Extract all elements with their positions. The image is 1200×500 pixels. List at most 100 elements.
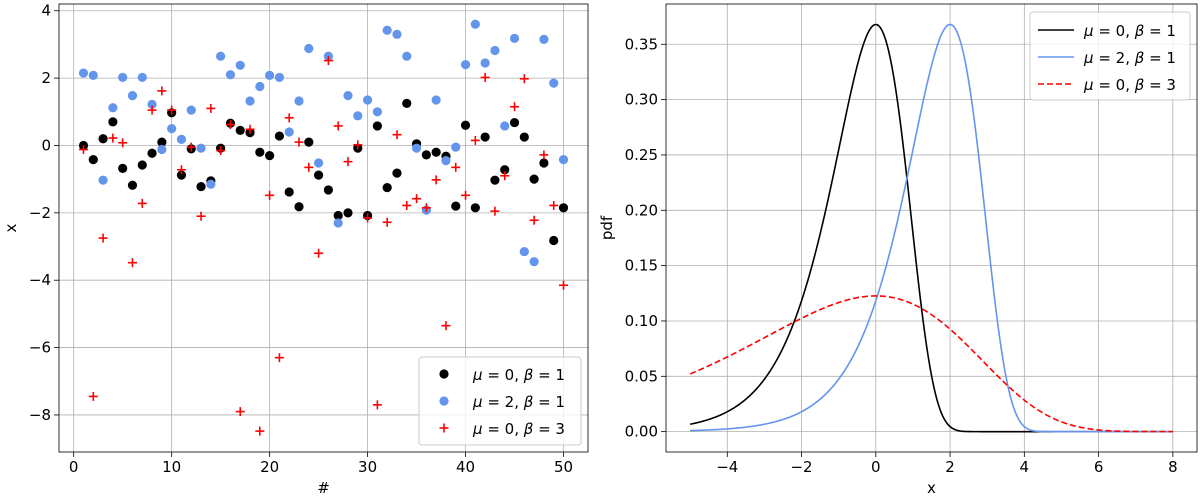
pdf-ytick-label-1: 0.05: [625, 367, 658, 385]
scatter-point-0-41: [480, 132, 490, 142]
scatter-point-2-16: [235, 407, 245, 417]
pdf-ytick-label-6: 0.30: [625, 91, 658, 109]
legend-label-chart_data.0.series.1.name: μ = 2, β = 1: [472, 393, 565, 411]
scatter-point-1-18: [255, 81, 265, 92]
scatter-ytick-label-6: 4: [41, 2, 51, 20]
scatter-point-2-7: [147, 105, 157, 115]
scatter-point-0-20: [274, 131, 285, 141]
scatter-point-1-1: [88, 70, 98, 81]
scatter-point-1-20: [274, 72, 285, 83]
scatter-point-2-12: [196, 211, 206, 221]
scatter-xtick-label-0: 0: [69, 458, 79, 476]
scatter-legend: μ = 0, β = 1 μ = 2, β = 1 μ = 0, β = 3: [418, 356, 582, 446]
scatter-point-2-17: [245, 124, 255, 134]
scatter-point-1-24: [314, 158, 324, 168]
pdf-xlabel: x: [927, 479, 936, 497]
scatter-point-1-3: [108, 103, 118, 113]
scatter-point-0-47: [539, 158, 549, 168]
scatter-point-0-39: [460, 120, 471, 130]
scatter-xtick-label-3: 30: [358, 458, 377, 476]
scatter-point-1-43: [500, 121, 510, 131]
scatter-point-1-42: [490, 45, 500, 56]
pdf-ytick-label-4: 0.20: [625, 201, 658, 219]
scatter-point-1-5: [127, 91, 138, 101]
scatter-point-2-30: [372, 400, 382, 410]
scatter-point-0-31: [382, 182, 392, 193]
scatter-series-2: [78, 56, 569, 436]
scatter-point-1-19: [265, 70, 275, 81]
scatter-point-2-38: [451, 162, 461, 172]
scatter-point-0-1: [88, 155, 98, 165]
scatter-point-2-31: [382, 217, 392, 227]
scatter-point-2-45: [519, 74, 529, 84]
scatter-series-0: [78, 98, 569, 246]
scatter-point-1-32: [392, 29, 402, 39]
scatter-point-0-21: [284, 187, 294, 197]
pdf-xtick-label-1: −2: [790, 458, 812, 476]
scatter-point-0-30: [372, 121, 382, 131]
scatter-point-1-17: [245, 96, 255, 106]
scatter-point-0-4: [118, 163, 128, 173]
pdf-line-2: [689, 295, 1173, 433]
scatter-point-2-4: [118, 138, 128, 148]
scatter-point-2-39: [461, 190, 471, 200]
scatter-point-1-23: [304, 43, 314, 54]
scatter-point-1-2: [98, 175, 108, 185]
legend-label-chart_data.0.series.2.name: μ = 0, β = 3: [472, 420, 565, 438]
legend-label-chart_data.1.series.2.name: μ = 0, β = 3: [1083, 76, 1176, 94]
pdf-axes: −4 −2 0 2 4 6 8 0.00 0.05 0.10 0.15 0.20 0.25 0.30 0.3…: [598, 3, 1198, 497]
scatter-point-0-48: [549, 235, 559, 246]
scatter-point-1-44: [509, 33, 520, 43]
scatter-point-2-27: [343, 157, 353, 167]
scatter-ytick-label-4: 0: [41, 136, 51, 154]
scatter-ytick-label-1: −6: [29, 339, 51, 357]
scatter-point-1-40: [470, 19, 480, 29]
scatter-point-1-34: [411, 143, 422, 153]
pdf-xtick-label-3: 2: [945, 458, 955, 476]
scatter-point-0-26: [333, 210, 343, 221]
scatter-xlabel: #: [317, 479, 330, 497]
scatter-point-1-16: [235, 60, 245, 70]
legend-label-chart_data.1.series.0.name: μ = 0, β = 1: [1083, 22, 1176, 40]
scatter-point-2-10: [176, 165, 186, 175]
pdf-legend-box: [1029, 11, 1191, 101]
scatter-point-1-21: [284, 127, 294, 137]
scatter-point-0-8: [157, 137, 167, 147]
scatter-point-1-48: [549, 78, 559, 88]
scatter-point-1-0: [78, 68, 89, 78]
scatter-point-1-6: [137, 72, 147, 83]
pdf-line-1: [690, 23, 1173, 433]
scatter-point-2-15: [225, 120, 235, 130]
scatter-point-0-42: [490, 175, 500, 185]
pdf-grid: [666, 4, 1197, 452]
scatter-xtick-label-1: 10: [162, 458, 181, 476]
scatter-ytick-label-5: 2: [41, 69, 51, 87]
scatter-point-2-40: [470, 135, 480, 145]
scatter-point-2-41: [480, 72, 490, 82]
pdf-legend: μ = 0, β = 1 μ = 2, β = 1 μ = 0, β = 3: [1029, 11, 1191, 101]
scatter-point-1-46: [529, 257, 539, 267]
scatter-point-0-16: [235, 125, 245, 135]
scatter-point-1-12: [196, 143, 206, 153]
scatter-point-2-2: [98, 233, 108, 243]
scatter-xtick-label-5: 50: [554, 458, 573, 476]
scatter-point-2-8: [157, 86, 167, 96]
scatter-point-2-13: [206, 103, 216, 113]
scatter-legend-box: [418, 356, 582, 446]
scatter-point-0-10: [176, 170, 187, 180]
pdf-xtick-label-4: 4: [1020, 458, 1030, 476]
scatter-ylabel: x: [2, 223, 20, 232]
scatter-xtick-label-2: 20: [260, 458, 279, 476]
scatter-point-2-24: [314, 248, 324, 258]
scatter-point-1-49: [558, 155, 569, 165]
scatter-point-2-20: [274, 353, 284, 363]
scatter-point-2-14: [216, 146, 226, 156]
legend-label-chart_data.0.series.0.name: μ = 0, β = 1: [472, 366, 565, 384]
scatter-point-0-6: [137, 160, 147, 170]
scatter-point-2-25: [323, 56, 333, 66]
pdf-xtick-label-2: 0: [871, 458, 881, 476]
scatter-point-2-11: [186, 142, 196, 152]
scatter-point-0-22: [294, 202, 304, 212]
scatter-point-2-22: [294, 137, 304, 147]
